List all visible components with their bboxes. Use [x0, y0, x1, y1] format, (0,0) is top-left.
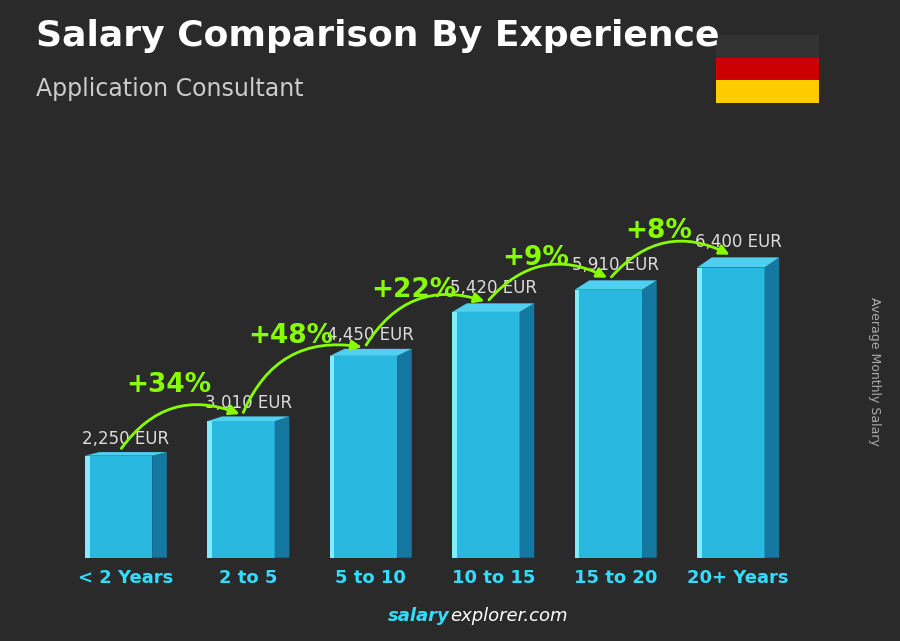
Polygon shape: [642, 280, 657, 558]
Bar: [207, 421, 212, 558]
Polygon shape: [85, 452, 166, 456]
Text: 5,910 EUR: 5,910 EUR: [572, 256, 659, 274]
Bar: [85, 456, 89, 558]
Bar: [575, 290, 642, 558]
Bar: [452, 312, 519, 558]
Bar: [329, 356, 335, 558]
Polygon shape: [274, 417, 289, 558]
Polygon shape: [207, 417, 289, 421]
Text: salary: salary: [388, 607, 450, 625]
Text: 4,450 EUR: 4,450 EUR: [328, 326, 414, 344]
Text: +9%: +9%: [503, 246, 570, 271]
Polygon shape: [764, 257, 779, 558]
Text: Salary Comparison By Experience: Salary Comparison By Experience: [36, 19, 719, 53]
Text: 3,010 EUR: 3,010 EUR: [204, 394, 292, 412]
Text: Average Monthly Salary: Average Monthly Salary: [868, 297, 881, 446]
Bar: [698, 267, 764, 558]
Bar: [207, 421, 274, 558]
Text: 6,400 EUR: 6,400 EUR: [695, 233, 781, 251]
Bar: [575, 290, 580, 558]
Text: Application Consultant: Application Consultant: [36, 77, 303, 101]
Bar: [716, 35, 819, 58]
Polygon shape: [519, 303, 535, 558]
Text: 5,420 EUR: 5,420 EUR: [450, 279, 536, 297]
Bar: [329, 356, 397, 558]
Polygon shape: [452, 303, 535, 312]
Polygon shape: [698, 257, 779, 267]
Text: explorer.com: explorer.com: [450, 607, 568, 625]
Bar: [452, 312, 457, 558]
Polygon shape: [575, 280, 657, 290]
Bar: [698, 267, 702, 558]
Text: +8%: +8%: [626, 218, 692, 244]
Polygon shape: [397, 349, 412, 558]
Text: +22%: +22%: [371, 277, 456, 303]
Bar: [716, 58, 819, 80]
Text: +34%: +34%: [126, 372, 212, 399]
Bar: [716, 80, 819, 103]
Bar: [85, 456, 152, 558]
Polygon shape: [329, 349, 412, 356]
Polygon shape: [152, 452, 166, 558]
Text: 2,250 EUR: 2,250 EUR: [82, 430, 169, 448]
Text: +48%: +48%: [248, 322, 334, 349]
